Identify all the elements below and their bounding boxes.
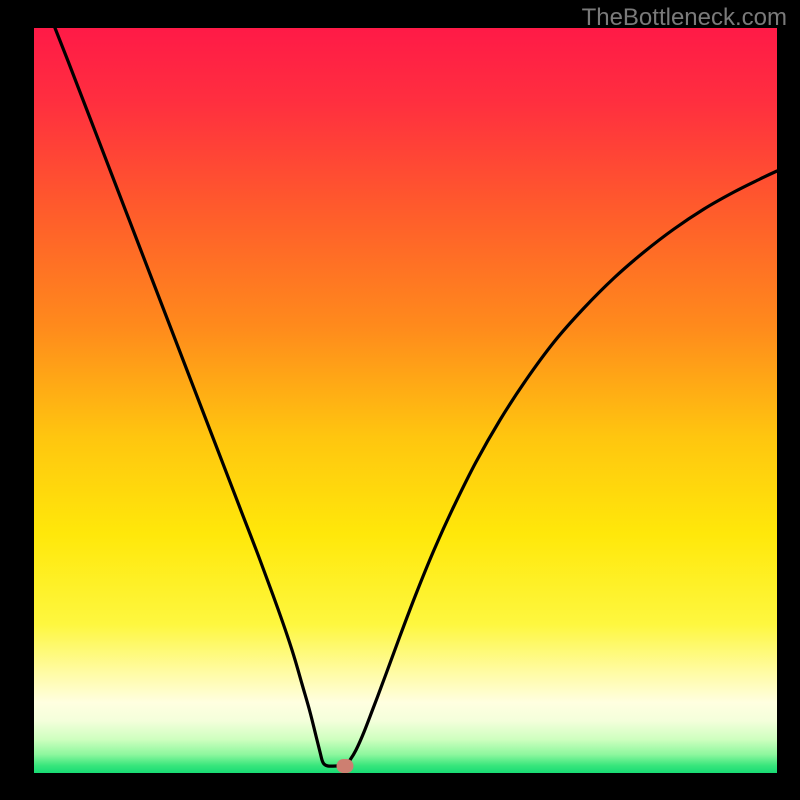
- optimal-point-marker: [337, 759, 354, 773]
- bottleneck-curve: [0, 0, 800, 800]
- curve-right-branch: [345, 171, 777, 766]
- watermark-text: TheBottleneck.com: [582, 4, 787, 32]
- curve-left-branch: [55, 28, 345, 766]
